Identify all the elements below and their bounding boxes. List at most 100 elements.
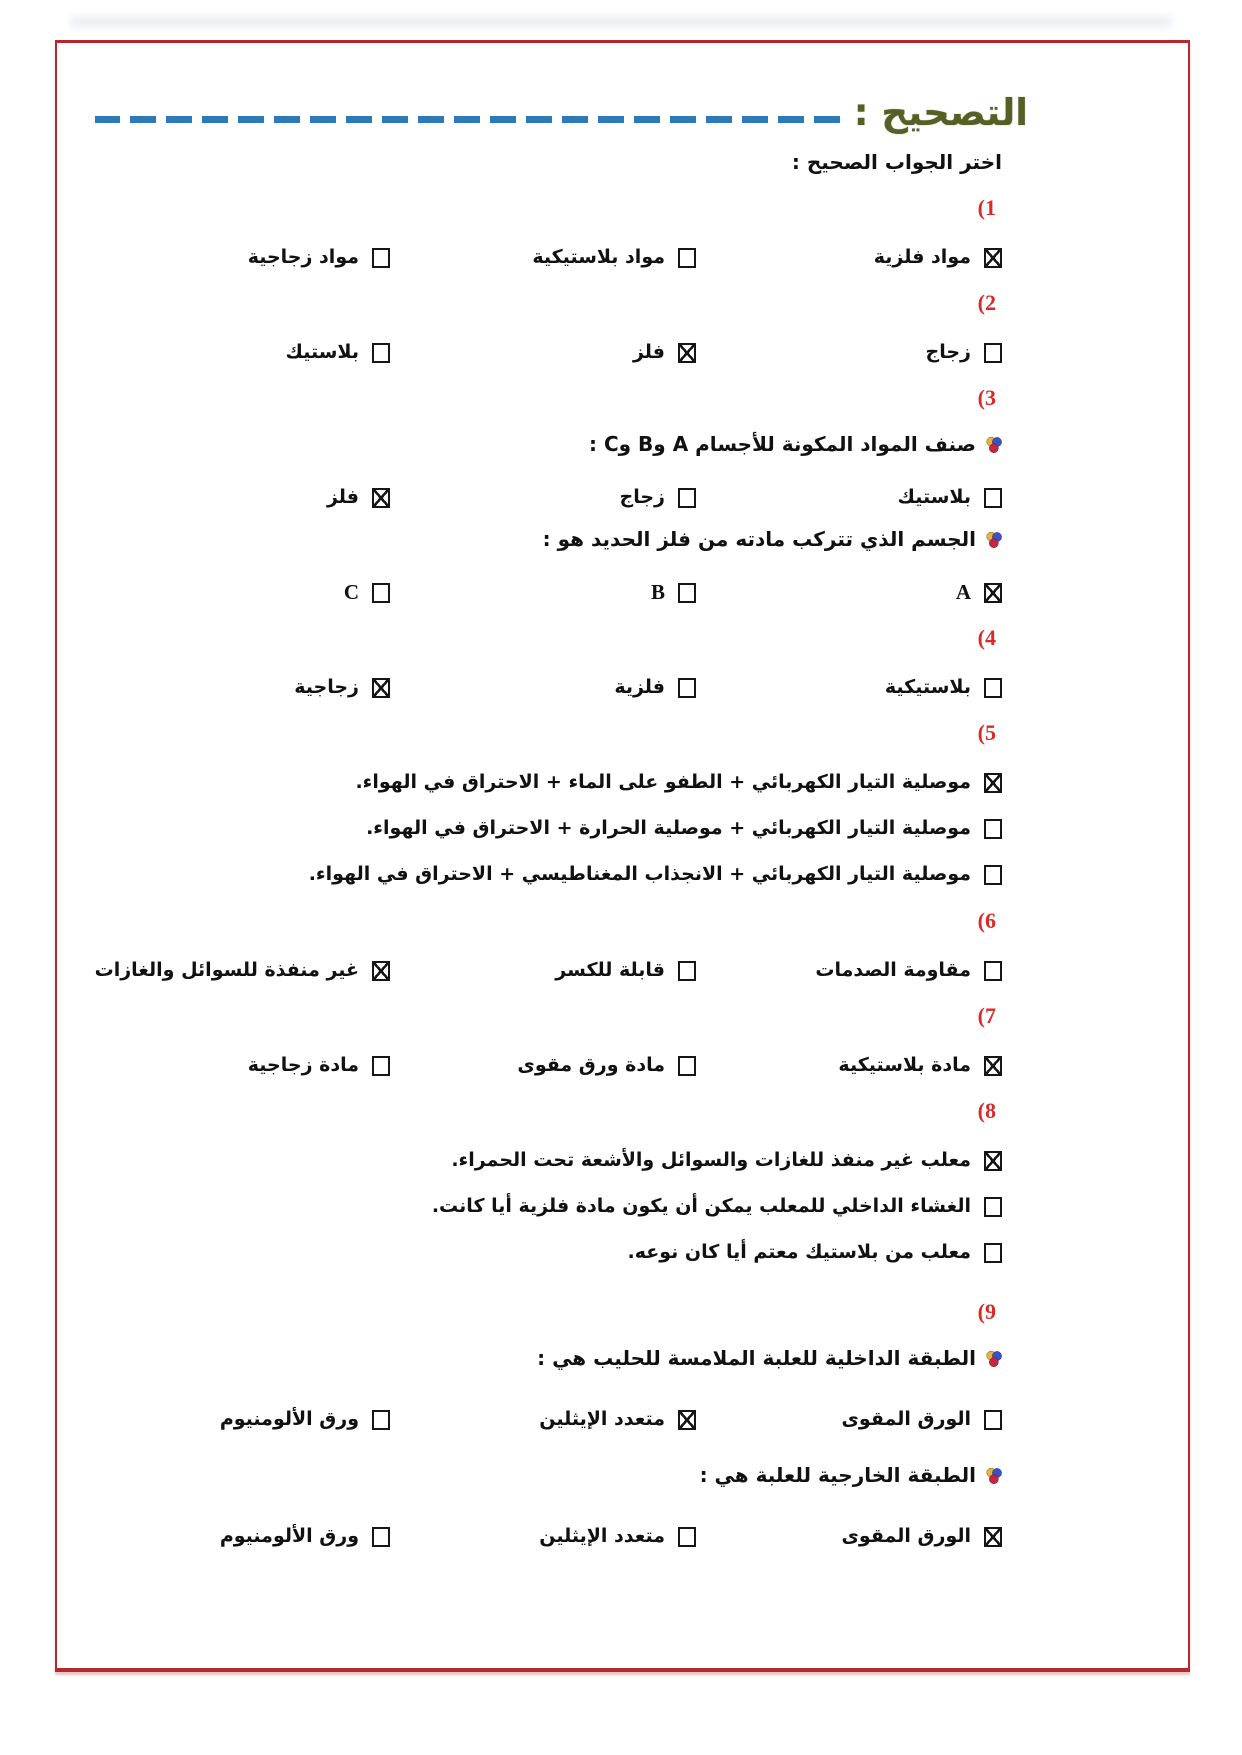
answer-option[interactable]: معلب غير منفذ للغازات والسوائل والأشعة ت… [117,1148,1002,1173]
checkbox-unchecked-icon[interactable] [678,487,696,508]
options-row: زجاج فلز بلاستيك [117,340,1002,365]
option-label: معلب غير منفذ للغازات والسوائل والأشعة ت… [451,1149,971,1171]
checkbox-checked-icon[interactable] [984,1150,1002,1171]
option-label: موصلية التيار الكهربائي + الانجذاب المغن… [308,863,971,885]
sub-question-text: الطبقة الداخلية للعلبة الملامسة للحليب ه… [537,1346,976,1370]
checkbox-unchecked-icon[interactable] [984,677,1002,698]
answer-option[interactable]: مادة بلاستيكية [696,1053,1002,1078]
checkbox-unchecked-icon[interactable] [984,864,1002,885]
checkbox-unchecked-icon[interactable] [372,342,390,363]
answer-option[interactable]: زجاج [696,340,1002,365]
options-row: بلاستيكية فلزية زجاجية [117,675,1002,700]
question-number-text: (3 [977,385,996,410]
option-label: زجاج [925,341,971,363]
checkbox-unchecked-icon[interactable] [678,960,696,981]
checkbox-unchecked-icon[interactable] [678,1526,696,1547]
answer-option[interactable]: موصلية التيار الكهربائي + موصلية الحرارة… [117,816,1002,841]
answer-option[interactable]: فلزية [390,675,696,700]
option-label: C [343,580,359,604]
checkbox-unchecked-icon[interactable] [678,677,696,698]
answer-option[interactable]: متعدد الإيثلين [390,1407,696,1432]
answer-option[interactable]: بلاستيك [117,340,390,365]
question-number-text: (1 [977,195,996,220]
option-label: فلزية [614,676,665,698]
correction-header: التصحيح : [95,91,1028,135]
sub-question: صنف المواد المكونة للأجسام A وB وC : [117,429,1002,459]
checkbox-unchecked-icon[interactable] [678,247,696,268]
answer-option[interactable]: مادة زجاجية [117,1053,390,1078]
answer-option[interactable]: مقاومة الصدمات [696,958,1002,983]
checkbox-checked-icon[interactable] [678,342,696,363]
checkbox-unchecked-icon[interactable] [984,818,1002,839]
ornament-bullet-icon [986,436,1002,453]
question-number: (8 [117,1098,996,1124]
sub-question-text: الطبقة الخارجية للعلبة هي : [699,1463,976,1487]
checkbox-unchecked-icon[interactable] [372,1526,390,1547]
option-label: مادة زجاجية [247,1054,359,1076]
answer-option[interactable]: زجاج [390,485,696,510]
option-label: الغشاء الداخلي للمعلب يمكن أن يكون مادة … [431,1195,971,1217]
answer-option[interactable]: مواد زجاجية [117,245,390,270]
answer-option[interactable]: مواد بلاستيكية [390,245,696,270]
options-row: الورق المقوى متعدد الإيثلين ورق الألومنيوم [117,1524,1002,1549]
question-number: (1 [117,195,996,221]
sub-question: الطبقة الداخلية للعلبة الملامسة للحليب ه… [117,1343,1002,1373]
answer-option[interactable]: B [390,580,696,605]
answer-option[interactable]: فلز [390,340,696,365]
answer-option[interactable]: موصلية التيار الكهربائي + الانجذاب المغن… [117,862,1002,887]
answer-option[interactable]: مادة ورق مقوى [390,1053,696,1078]
answer-option[interactable]: قابلة للكسر [390,958,696,983]
checkbox-unchecked-icon[interactable] [984,1409,1002,1430]
checkbox-unchecked-icon[interactable] [678,1055,696,1076]
checkbox-checked-icon[interactable] [984,582,1002,603]
answer-option[interactable]: متعدد الإيثلين [390,1524,696,1549]
checkbox-checked-icon[interactable] [372,677,390,698]
checkbox-checked-icon[interactable] [984,772,1002,793]
answer-option[interactable]: موصلية التيار الكهربائي + الطفو على الما… [117,770,1002,795]
options-row: A B C [117,580,1002,605]
answer-option[interactable]: بلاستيكية [696,675,1002,700]
checkbox-unchecked-icon[interactable] [984,1242,1002,1263]
option-label: معلب من بلاستيك معتم أيا كان نوعه. [627,1241,971,1263]
answer-option[interactable]: بلاستيك [696,485,1002,510]
answer-option[interactable]: الورق المقوى [696,1524,1002,1549]
question-number: (9 [117,1299,996,1325]
options-row: الورق المقوى متعدد الإيثلين ورق الألومنيوم [117,1407,1002,1432]
checkbox-unchecked-icon[interactable] [372,1409,390,1430]
question-number: (3 [117,385,996,411]
checkbox-checked-icon[interactable] [678,1409,696,1430]
answer-option[interactable]: A [696,580,1002,605]
checkbox-checked-icon[interactable] [372,960,390,981]
checkbox-checked-icon[interactable] [984,1526,1002,1547]
options-row: مواد فلزية مواد بلاستيكية مواد زجاجية [117,245,1002,270]
checkbox-unchecked-icon[interactable] [984,960,1002,981]
answer-option[interactable]: C [117,580,390,605]
instruction-text: اختر الجواب الصحيح : [791,150,1002,174]
checkbox-unchecked-icon[interactable] [372,247,390,268]
answer-option[interactable]: معلب من بلاستيك معتم أيا كان نوعه. [117,1240,1002,1265]
answer-option[interactable]: الورق المقوى [696,1407,1002,1432]
option-label: بلاستيك [285,341,359,363]
checkbox-unchecked-icon[interactable] [984,1196,1002,1217]
answer-option[interactable]: ورق الألومنيوم [117,1524,390,1549]
answer-option[interactable]: مواد فلزية [696,245,1002,270]
checkbox-checked-icon[interactable] [372,487,390,508]
question-number-text: (6 [977,908,996,933]
answer-option[interactable]: ورق الألومنيوم [117,1407,390,1432]
checkbox-checked-icon[interactable] [984,1055,1002,1076]
answer-option[interactable]: الغشاء الداخلي للمعلب يمكن أن يكون مادة … [117,1194,1002,1219]
checkbox-unchecked-icon[interactable] [984,487,1002,508]
checkbox-unchecked-icon[interactable] [372,1055,390,1076]
option-label: متعدد الإيثلين [539,1408,665,1430]
answer-option[interactable]: غير منفذة للسوائل والغازات [95,958,390,983]
question-number-text: (9 [977,1299,996,1324]
checkbox-unchecked-icon[interactable] [372,582,390,603]
checkbox-unchecked-icon[interactable] [984,342,1002,363]
checkbox-checked-icon[interactable] [984,247,1002,268]
questions: (1 مواد فلزية مواد بلاستيكية مواد زجاجية (2 ز… [95,195,1002,1549]
checkbox-unchecked-icon[interactable] [678,582,696,603]
answer-option[interactable]: زجاجية [117,675,390,700]
sub-question: الجسم الذي تتركب مادته من فلز الحديد هو … [117,524,1002,554]
answer-option[interactable]: فلز [117,485,390,510]
option-label: مواد فلزية [873,246,971,268]
